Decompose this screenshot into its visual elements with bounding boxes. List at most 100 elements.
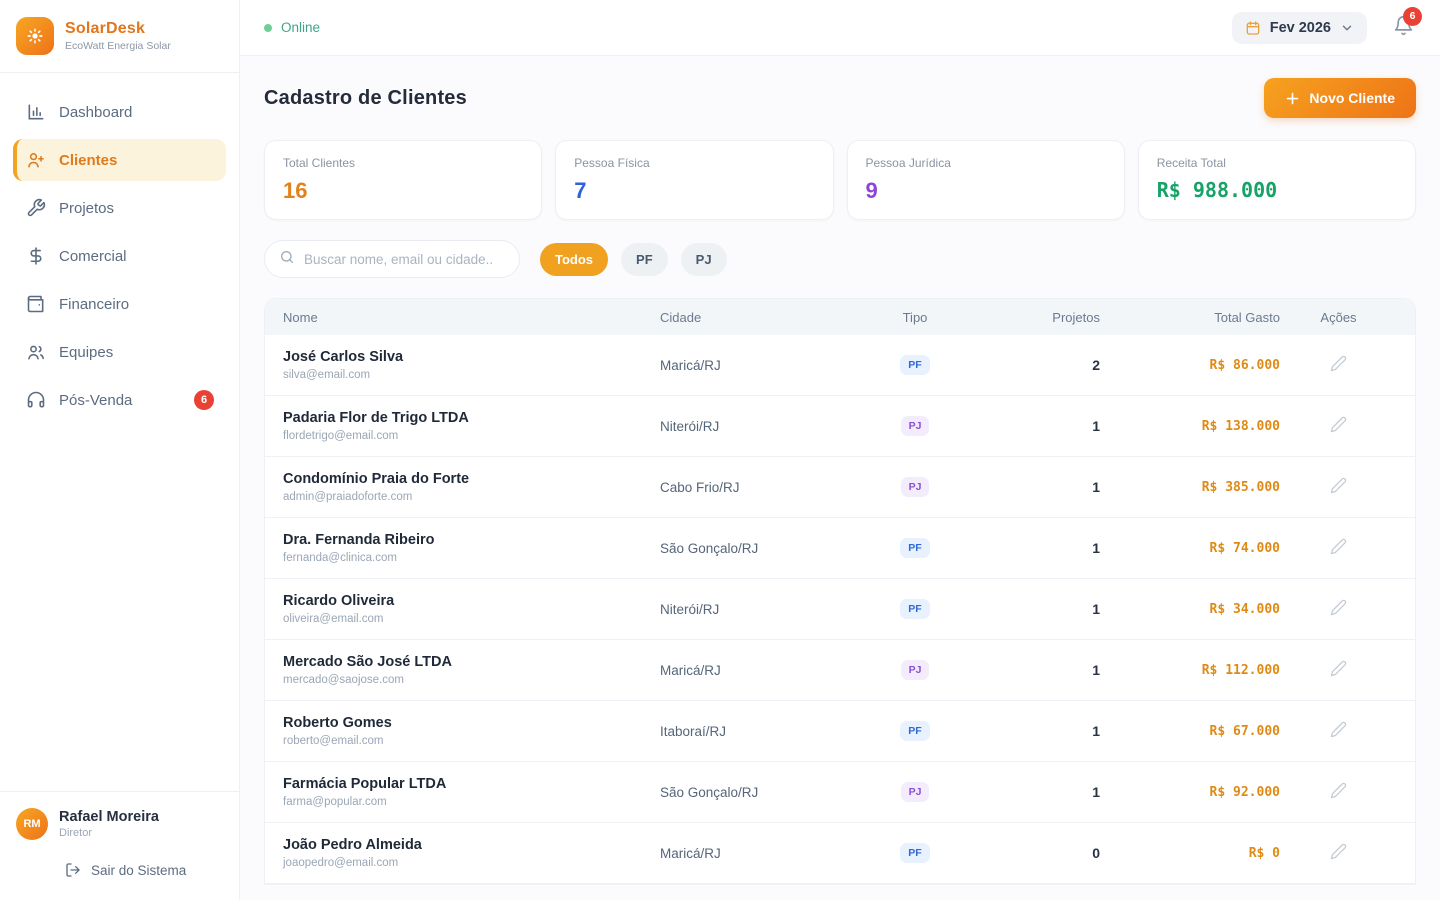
online-status: Online (264, 20, 320, 35)
brand-subtitle: EcoWatt Energia Solar (65, 40, 171, 52)
new-client-label: Novo Cliente (1309, 90, 1395, 106)
edit-client-button[interactable] (1326, 412, 1351, 440)
sidebar-item-pos-venda[interactable]: Pós-Venda 6 (13, 379, 226, 421)
user-name: Rafael Moreira (59, 809, 159, 825)
client-city: Maricá/RJ (660, 663, 860, 678)
pos-venda-count-badge: 6 (194, 390, 214, 410)
client-city: Itaboraí/RJ (660, 724, 860, 739)
client-city: Niterói/RJ (660, 419, 860, 434)
filter-pill-pf[interactable]: PF (621, 243, 668, 276)
edit-client-button[interactable] (1326, 351, 1351, 379)
sidebar-item-clientes[interactable]: Clientes (13, 139, 226, 181)
table-row[interactable]: Mercado São José LTDA mercado@saojose.co… (265, 640, 1415, 701)
filter-pill-pj[interactable]: PJ (681, 243, 727, 276)
client-city: Maricá/RJ (660, 846, 860, 861)
client-cell: Dra. Fernanda Ribeiro fernanda@clinica.c… (283, 532, 660, 564)
sidebar-item-financeiro[interactable]: Financeiro (13, 283, 226, 325)
chevron-down-icon (1340, 21, 1354, 35)
search-icon (279, 249, 295, 270)
table-row[interactable]: Padaria Flor de Trigo LTDA flordetrigo@e… (265, 396, 1415, 457)
stat-card-pessoa-fisica: Pessoa Física 7 (555, 140, 833, 220)
client-cell: Mercado São José LTDA mercado@saojose.co… (283, 654, 660, 686)
app-root: SolarDesk EcoWatt Energia Solar Dashboar… (0, 0, 1440, 900)
topbar-right: Fev 2026 6 (1232, 12, 1414, 44)
table-row[interactable]: Ricardo Oliveira oliveira@email.com Nite… (265, 579, 1415, 640)
search-input[interactable] (304, 252, 505, 267)
total-spent: R$ 138.000 (1202, 419, 1280, 434)
client-cell: João Pedro Almeida joaopedro@email.com (283, 837, 660, 869)
sidebar-item-comercial[interactable]: Comercial (13, 235, 226, 277)
total-spent: R$ 67.000 (1210, 724, 1280, 739)
table-row[interactable]: Roberto Gomes roberto@email.com Itaboraí… (265, 701, 1415, 762)
type-cell: PJ (860, 782, 970, 802)
new-client-button[interactable]: Novo Cliente (1264, 78, 1416, 118)
main-area: Online Fev 2026 6 Cadastro de Clientes (240, 0, 1440, 900)
sidebar-item-dashboard[interactable]: Dashboard (13, 91, 226, 133)
logout-button[interactable]: Sair do Sistema (65, 862, 223, 878)
projects-count: 1 (1092, 418, 1100, 434)
client-name: Padaria Flor de Trigo LTDA (283, 410, 660, 426)
notification-count-badge: 6 (1403, 7, 1422, 26)
type-cell: PJ (860, 416, 970, 436)
col-header-cidade: Cidade (660, 310, 860, 325)
type-badge: PF (900, 538, 929, 558)
table-row[interactable]: Farmácia Popular LTDA farma@popular.com … (265, 762, 1415, 823)
stat-value: 16 (283, 178, 523, 204)
col-header-projetos: Projetos (1052, 310, 1100, 325)
plus-icon (1285, 91, 1300, 106)
client-cell: José Carlos Silva silva@email.com (283, 349, 660, 381)
col-header-nome: Nome (283, 310, 660, 325)
sidebar: SolarDesk EcoWatt Energia Solar Dashboar… (0, 0, 240, 900)
period-selector[interactable]: Fev 2026 (1232, 12, 1367, 44)
table-row[interactable]: Dra. Fernanda Ribeiro fernanda@clinica.c… (265, 518, 1415, 579)
stat-card-pessoa-juridica: Pessoa Jurídica 9 (847, 140, 1125, 220)
online-label: Online (281, 20, 320, 35)
client-city: São Gonçalo/RJ (660, 541, 860, 556)
edit-client-button[interactable] (1326, 656, 1351, 684)
sidebar-item-label: Equipes (59, 344, 113, 361)
client-email: admin@praiadoforte.com (283, 491, 660, 503)
stat-value: R$ 988.000 (1157, 178, 1397, 202)
type-cell: PF (860, 843, 970, 863)
sidebar-item-label: Dashboard (59, 104, 132, 121)
users-icon (26, 342, 46, 362)
table-row[interactable]: Condomínio Praia do Forte admin@praiadof… (265, 457, 1415, 518)
edit-client-button[interactable] (1326, 595, 1351, 623)
pencil-icon (1330, 721, 1347, 741)
edit-client-button[interactable] (1326, 778, 1351, 806)
user-plus-icon (26, 150, 46, 170)
pencil-icon (1330, 843, 1347, 863)
projects-count: 1 (1092, 723, 1100, 739)
edit-client-button[interactable] (1326, 839, 1351, 867)
sidebar-item-label: Projetos (59, 200, 114, 217)
table-row[interactable]: José Carlos Silva silva@email.com Maricá… (265, 335, 1415, 396)
edit-client-button[interactable] (1326, 473, 1351, 501)
table-row[interactable]: João Pedro Almeida joaopedro@email.com M… (265, 823, 1415, 884)
client-city: Maricá/RJ (660, 358, 860, 373)
client-email: mercado@saojose.com (283, 674, 660, 686)
client-city: Cabo Frio/RJ (660, 480, 860, 495)
client-email: roberto@email.com (283, 735, 660, 747)
sidebar-item-equipes[interactable]: Equipes (13, 331, 226, 373)
projects-count: 1 (1092, 784, 1100, 800)
type-badge: PJ (901, 660, 930, 680)
user-role: Diretor (59, 827, 159, 839)
online-dot-icon (264, 24, 272, 32)
stat-label: Receita Total (1157, 156, 1397, 170)
edit-client-button[interactable] (1326, 717, 1351, 745)
filter-pill-todos[interactable]: Todos (540, 243, 608, 276)
sidebar-item-label: Pós-Venda (59, 392, 132, 409)
edit-client-button[interactable] (1326, 534, 1351, 562)
page-title: Cadastro de Clientes (264, 87, 467, 110)
type-badge: PJ (901, 416, 930, 436)
notifications-button[interactable]: 6 (1393, 15, 1414, 41)
search-box (264, 240, 520, 278)
client-email: joaopedro@email.com (283, 857, 660, 869)
client-cell: Padaria Flor de Trigo LTDA flordetrigo@e… (283, 410, 660, 442)
sidebar-item-projetos[interactable]: Projetos (13, 187, 226, 229)
stat-value: 9 (866, 178, 1106, 204)
pencil-icon (1330, 660, 1347, 680)
sidebar-nav: Dashboard Clientes Projetos Comercial Fi… (0, 73, 239, 421)
total-spent: R$ 74.000 (1210, 541, 1280, 556)
stat-cards: Total Clientes 16 Pessoa Física 7 Pessoa… (264, 140, 1416, 220)
